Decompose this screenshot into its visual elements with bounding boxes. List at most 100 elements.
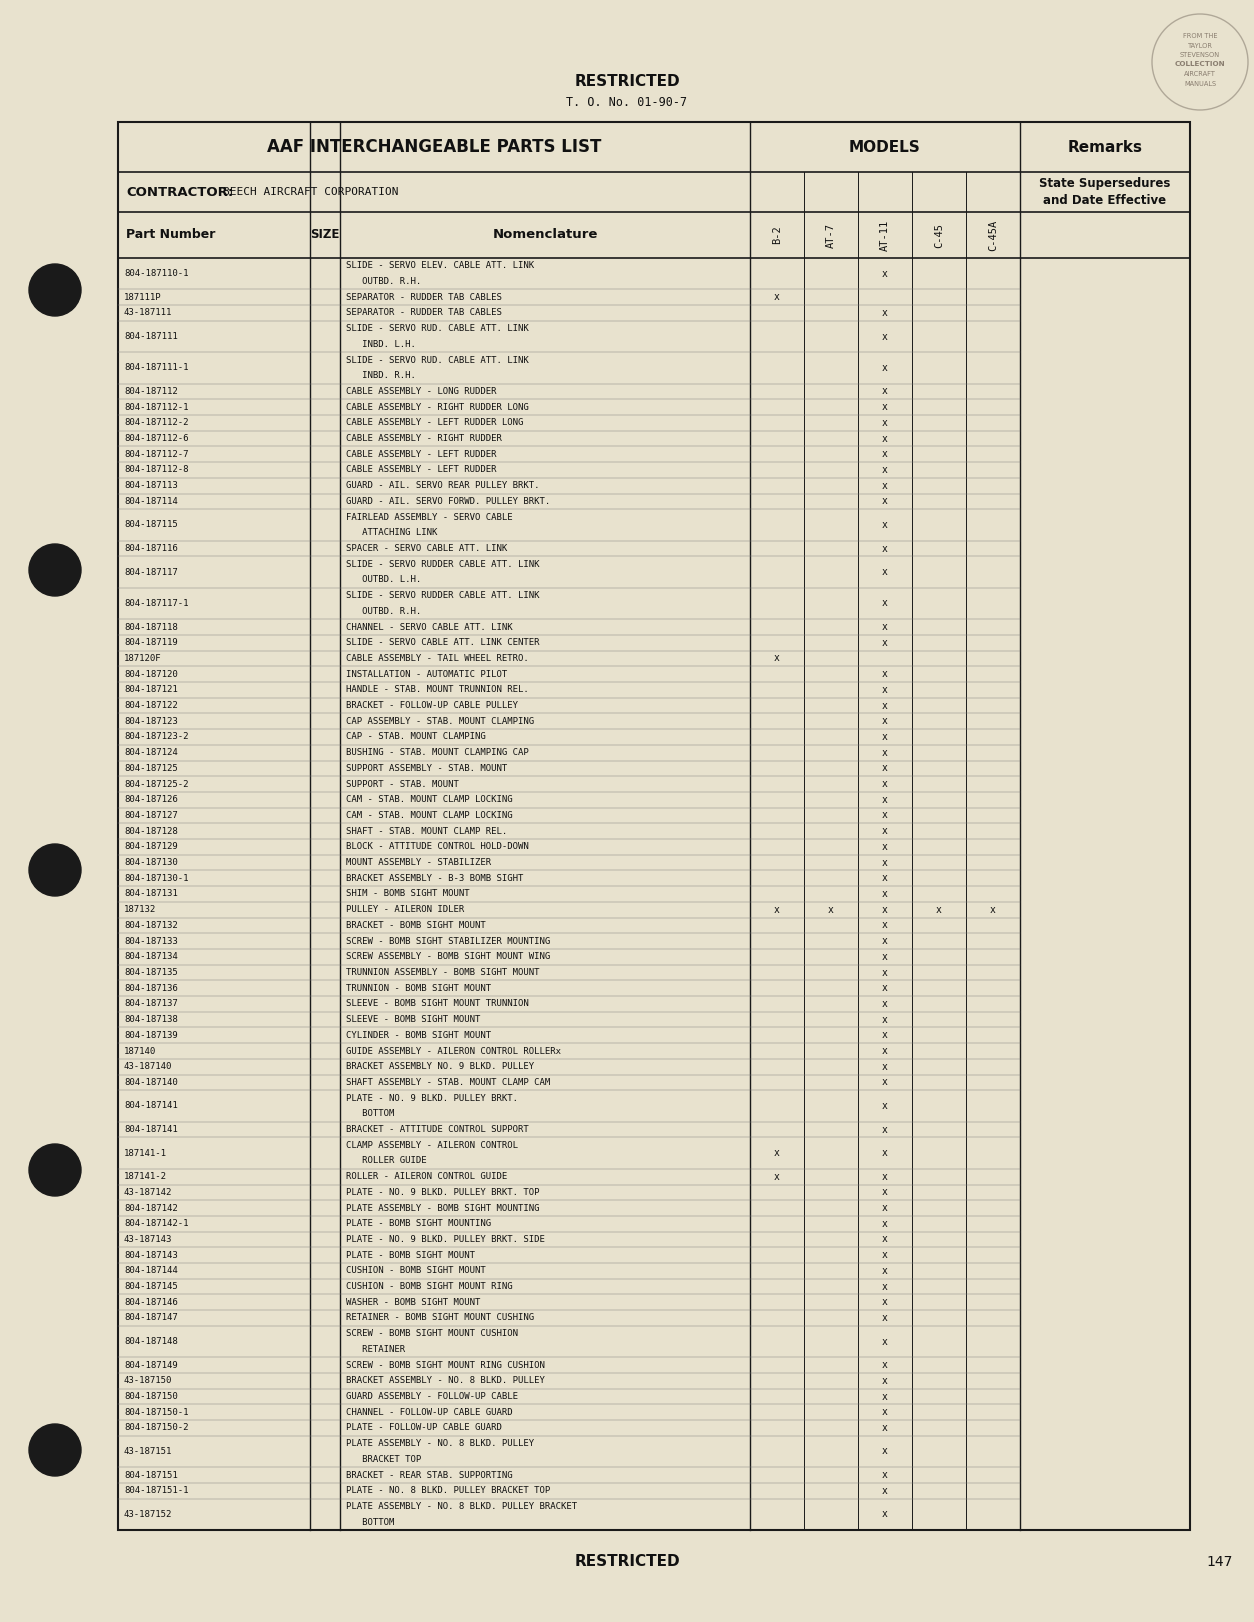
Text: MANUALS: MANUALS [1184,81,1216,86]
Text: OUTBD. L.H.: OUTBD. L.H. [346,576,421,584]
Text: 804-187126: 804-187126 [124,795,178,805]
Text: x: x [882,920,888,931]
Text: GUARD - AIL. SERVO REAR PULLEY BRKT.: GUARD - AIL. SERVO REAR PULLEY BRKT. [346,482,539,490]
Text: OUTBD. R.H.: OUTBD. R.H. [346,607,421,616]
Text: ATTACHING LINK: ATTACHING LINK [346,529,438,537]
Text: TAYLOR: TAYLOR [1188,42,1213,49]
Text: AT-7: AT-7 [826,222,836,248]
Text: x: x [882,599,888,608]
Text: 804-187133: 804-187133 [124,936,178,946]
Text: FAIRLEAD ASSEMBLY - SERVO CABLE: FAIRLEAD ASSEMBLY - SERVO CABLE [346,513,513,522]
Text: GUARD - AIL. SERVO FORWD. PULLEY BRKT.: GUARD - AIL. SERVO FORWD. PULLEY BRKT. [346,496,551,506]
Text: BUSHING - STAB. MOUNT CLAMPING CAP: BUSHING - STAB. MOUNT CLAMPING CAP [346,748,529,757]
Text: x: x [882,952,888,962]
Text: x: x [882,1281,888,1291]
Text: x: x [882,496,888,506]
Text: RETAINER: RETAINER [346,1345,405,1354]
Text: x: x [882,637,888,647]
Text: COLLECTION: COLLECTION [1175,62,1225,68]
Text: CABLE ASSEMBLY - LEFT RUDDER LONG: CABLE ASSEMBLY - LEFT RUDDER LONG [346,418,523,427]
Text: ROLLER GUIDE: ROLLER GUIDE [346,1156,426,1166]
Text: 804-187136: 804-187136 [124,983,178,993]
Text: 804-187142-1: 804-187142-1 [124,1220,188,1228]
Text: x: x [882,889,888,899]
Text: SHAFT - STAB. MOUNT CLAMP REL.: SHAFT - STAB. MOUNT CLAMP REL. [346,827,508,835]
Text: x: x [882,363,888,373]
Text: 804-187125-2: 804-187125-2 [124,780,188,788]
Text: x: x [882,1470,888,1479]
Text: SHIM - BOMB SIGHT MOUNT: SHIM - BOMB SIGHT MOUNT [346,889,470,899]
Circle shape [29,1424,82,1476]
Text: 43-187142: 43-187142 [124,1187,172,1197]
Text: x: x [882,999,888,1009]
Text: SLIDE - SERVO ELEV. CABLE ATT. LINK: SLIDE - SERVO ELEV. CABLE ATT. LINK [346,261,534,271]
Text: x: x [774,905,780,915]
Text: 804-187113: 804-187113 [124,482,178,490]
Text: CHANNEL - SERVO CABLE ATT. LINK: CHANNEL - SERVO CABLE ATT. LINK [346,623,513,631]
Text: PLATE - FOLLOW-UP CABLE GUARD: PLATE - FOLLOW-UP CABLE GUARD [346,1424,502,1432]
Text: 804-187150-1: 804-187150-1 [124,1408,188,1416]
Text: x: x [882,480,888,491]
Text: 804-187110-1: 804-187110-1 [124,269,188,279]
Text: PLATE ASSEMBLY - NO. 8 BLKD. PULLEY: PLATE ASSEMBLY - NO. 8 BLKD. PULLEY [346,1439,534,1448]
Text: CABLE ASSEMBLY - TAIL WHEEL RETRO.: CABLE ASSEMBLY - TAIL WHEEL RETRO. [346,654,529,663]
Text: CAP ASSEMBLY - STAB. MOUNT CLAMPING: CAP ASSEMBLY - STAB. MOUNT CLAMPING [346,717,534,725]
Text: SCREW ASSEMBLY - BOMB SIGHT MOUNT WING: SCREW ASSEMBLY - BOMB SIGHT MOUNT WING [346,952,551,962]
Text: PLATE - BOMB SIGHT MOUNT: PLATE - BOMB SIGHT MOUNT [346,1251,475,1260]
Text: x: x [882,1375,888,1385]
Text: SLIDE - SERVO RUD. CABLE ATT. LINK: SLIDE - SERVO RUD. CABLE ATT. LINK [346,324,529,333]
Text: x: x [882,1015,888,1025]
Text: PLATE - NO. 9 BLKD. PULLEY BRKT.: PLATE - NO. 9 BLKD. PULLEY BRKT. [346,1093,518,1103]
Text: 804-187112-1: 804-187112-1 [124,402,188,412]
Text: 804-187114: 804-187114 [124,496,178,506]
Text: PLATE - NO. 9 BLKD. PULLEY BRKT. TOP: PLATE - NO. 9 BLKD. PULLEY BRKT. TOP [346,1187,539,1197]
Text: x: x [882,623,888,633]
Text: x: x [882,1077,888,1087]
Text: x: x [882,418,888,428]
Text: BRACKET TOP: BRACKET TOP [346,1455,421,1463]
Text: 43-187111: 43-187111 [124,308,172,318]
Text: x: x [774,292,780,302]
Text: SLEEVE - BOMB SIGHT MOUNT: SLEEVE - BOMB SIGHT MOUNT [346,1015,480,1023]
Text: 804-187148: 804-187148 [124,1337,178,1346]
Text: C-45A: C-45A [988,219,998,251]
Text: 804-187112-2: 804-187112-2 [124,418,188,427]
Text: 187132: 187132 [124,905,157,915]
Text: 187141-2: 187141-2 [124,1173,167,1181]
Text: BOTTOM: BOTTOM [346,1518,394,1526]
Text: x: x [882,858,888,868]
Text: x: x [882,1187,888,1197]
Text: 804-187124: 804-187124 [124,748,178,757]
Text: 804-187123: 804-187123 [124,717,178,725]
Text: GUIDE ASSEMBLY - AILERON CONTROL ROLLERx: GUIDE ASSEMBLY - AILERON CONTROL ROLLERx [346,1046,561,1056]
Text: x: x [882,701,888,710]
Text: x: x [882,842,888,852]
Text: AIRCRAFT: AIRCRAFT [1184,71,1216,76]
Text: CUSHION - BOMB SIGHT MOUNT RING: CUSHION - BOMB SIGHT MOUNT RING [346,1281,513,1291]
Text: x: x [882,1422,888,1432]
Text: 804-187111: 804-187111 [124,333,178,341]
Text: T. O. No. 01-90-7: T. O. No. 01-90-7 [567,96,687,109]
Circle shape [29,264,82,316]
Text: PLATE - NO. 9 BLKD. PULLEY BRKT. SIDE: PLATE - NO. 9 BLKD. PULLEY BRKT. SIDE [346,1234,545,1244]
Text: SLIDE - SERVO RUDDER CABLE ATT. LINK: SLIDE - SERVO RUDDER CABLE ATT. LINK [346,560,539,569]
Text: 43-187150: 43-187150 [124,1377,172,1385]
Text: CABLE ASSEMBLY - RIGHT RUDDER: CABLE ASSEMBLY - RIGHT RUDDER [346,435,502,443]
Text: x: x [991,905,996,915]
Text: BRACKET - FOLLOW-UP CABLE PULLEY: BRACKET - FOLLOW-UP CABLE PULLEY [346,701,518,710]
Text: x: x [882,1265,888,1277]
Text: x: x [774,1171,780,1182]
Text: x: x [882,568,888,577]
Text: x: x [882,717,888,727]
Text: Remarks: Remarks [1067,139,1142,154]
Text: B-2: B-2 [772,225,782,245]
Circle shape [29,543,82,595]
Text: x: x [882,331,888,342]
Text: x: x [882,1447,888,1457]
Text: x: x [828,905,834,915]
Text: 804-187147: 804-187147 [124,1314,178,1322]
Text: BRACKET ASSEMBLY - NO. 8 BLKD. PULLEY: BRACKET ASSEMBLY - NO. 8 BLKD. PULLEY [346,1377,545,1385]
Text: CHANNEL - FOLLOW-UP CABLE GUARD: CHANNEL - FOLLOW-UP CABLE GUARD [346,1408,513,1416]
Text: INSTALLATION - AUTOMATIC PILOT: INSTALLATION - AUTOMATIC PILOT [346,670,508,678]
Text: x: x [882,1030,888,1040]
